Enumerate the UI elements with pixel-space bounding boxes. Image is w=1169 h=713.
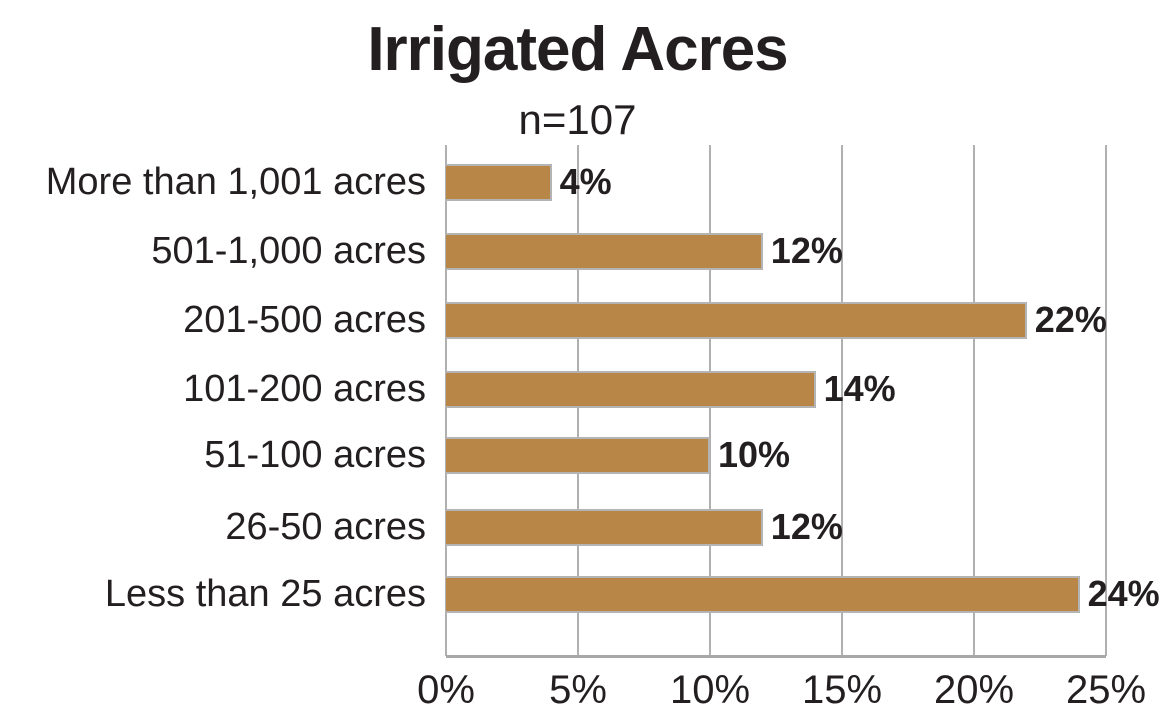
gridline [973,145,975,656]
category-label: Less than 25 acres [104,573,426,615]
value-label: 10% [718,434,791,475]
value-label: 12% [770,506,843,547]
value-label: 4% [559,161,612,202]
bar [446,437,710,474]
value-label: 12% [770,230,843,271]
x-tick: 5% [549,668,607,712]
x-axis-line [446,655,1106,658]
category-label: More than 1,001 acres [45,161,426,203]
value-label: 24% [1087,573,1160,614]
value-label: 22% [1034,299,1107,340]
bar [446,164,552,201]
category-label: 201-500 acres [183,299,426,341]
category-label: 51-100 acres [204,434,426,476]
value-label: 14% [823,368,896,409]
chart-title: Irrigated Acres [367,15,788,84]
x-tick: 0% [417,668,475,712]
bar [446,302,1027,339]
gridline [1105,145,1107,656]
chart-subtitle: n=107 [518,96,637,143]
category-label: 101-200 acres [183,368,426,410]
x-tick: 15% [801,668,883,712]
category-label: 26-50 acres [225,506,426,548]
bar [446,233,763,270]
bar [446,371,816,408]
gridline [841,145,843,656]
x-tick: 25% [1065,668,1147,712]
category-label: 501-1,000 acres [151,230,426,272]
x-tick: 20% [933,668,1015,712]
bar [446,509,763,546]
bar [446,576,1080,613]
x-tick: 10% [669,668,751,712]
